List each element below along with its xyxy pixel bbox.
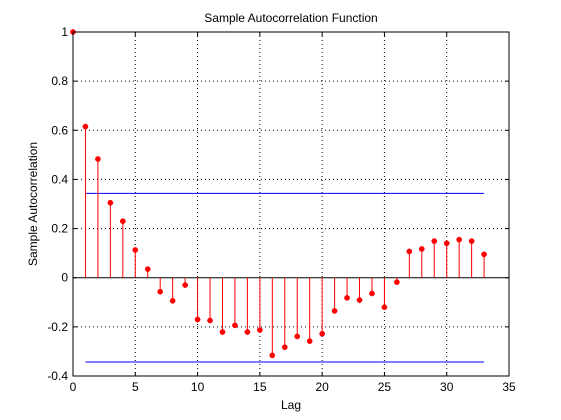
plot-area	[73, 32, 509, 376]
stem-marker	[406, 248, 413, 255]
stem-marker	[294, 333, 301, 340]
x-tick-label: 0	[70, 380, 77, 394]
stem-marker	[431, 238, 438, 244]
y-tick-label: 0.6	[51, 123, 68, 137]
stem-marker	[306, 338, 313, 344]
stem-marker	[356, 297, 363, 303]
stem-marker	[232, 322, 238, 329]
x-axis-label: Lag	[281, 398, 301, 412]
stem-marker	[394, 279, 400, 285]
stem-marker	[82, 123, 89, 130]
y-tick-label: -0.2	[47, 320, 68, 334]
stem-marker	[269, 352, 276, 359]
axes-box	[72, 31, 510, 377]
stem-marker	[344, 295, 350, 301]
stem-marker	[257, 327, 263, 333]
stem-marker	[281, 344, 288, 351]
stem-marker	[331, 308, 338, 314]
stem-marker	[468, 238, 475, 244]
stem-marker	[481, 251, 487, 258]
stem-marker	[169, 297, 176, 304]
stem-marker	[219, 329, 226, 335]
stem-series	[70, 29, 487, 359]
stem-marker	[119, 218, 126, 225]
stem-marker	[369, 290, 375, 297]
stem-marker	[418, 246, 425, 252]
tick-labels: 0 5 10 15 20 25 30 35 -0.4 -0.2 0 0.2 0.4 0.6 0.8 1	[47, 25, 516, 394]
x-tick-label: 30	[440, 380, 454, 394]
x-tick-label: 15	[253, 380, 267, 394]
stem-marker	[456, 236, 463, 243]
stem-marker	[157, 288, 164, 295]
x-tick-label: 25	[378, 380, 392, 394]
axis-ticks	[72, 31, 510, 377]
y-axis-label: Sample Autocorrelation	[26, 142, 40, 266]
stem-marker	[207, 317, 213, 324]
y-tick-label: 0.8	[51, 74, 68, 88]
x-tick-label: 35	[502, 380, 516, 394]
x-tick-label: 5	[132, 380, 139, 394]
stem-marker	[319, 330, 325, 337]
stem-marker	[132, 247, 139, 253]
confidence-bounds	[85, 192, 485, 363]
y-tick-label: 1	[61, 25, 68, 39]
stem-marker	[182, 282, 188, 288]
chart-title: Sample Autocorrelation Function	[204, 11, 377, 25]
y-tick-label: 0	[61, 271, 68, 285]
grid-lines	[73, 32, 509, 376]
stem-marker	[443, 240, 450, 247]
stem-marker	[107, 199, 114, 206]
y-tick-label: 0.4	[51, 172, 68, 186]
y-tick-label: 0.2	[51, 222, 68, 236]
stem-marker	[194, 316, 201, 323]
x-tick-label: 20	[315, 380, 329, 394]
stem-marker	[95, 156, 101, 162]
stem-marker	[381, 304, 388, 311]
y-tick-label: -0.4	[47, 369, 68, 383]
stem-marker	[244, 329, 251, 335]
stem-marker	[144, 266, 151, 272]
x-tick-label: 10	[191, 380, 205, 394]
